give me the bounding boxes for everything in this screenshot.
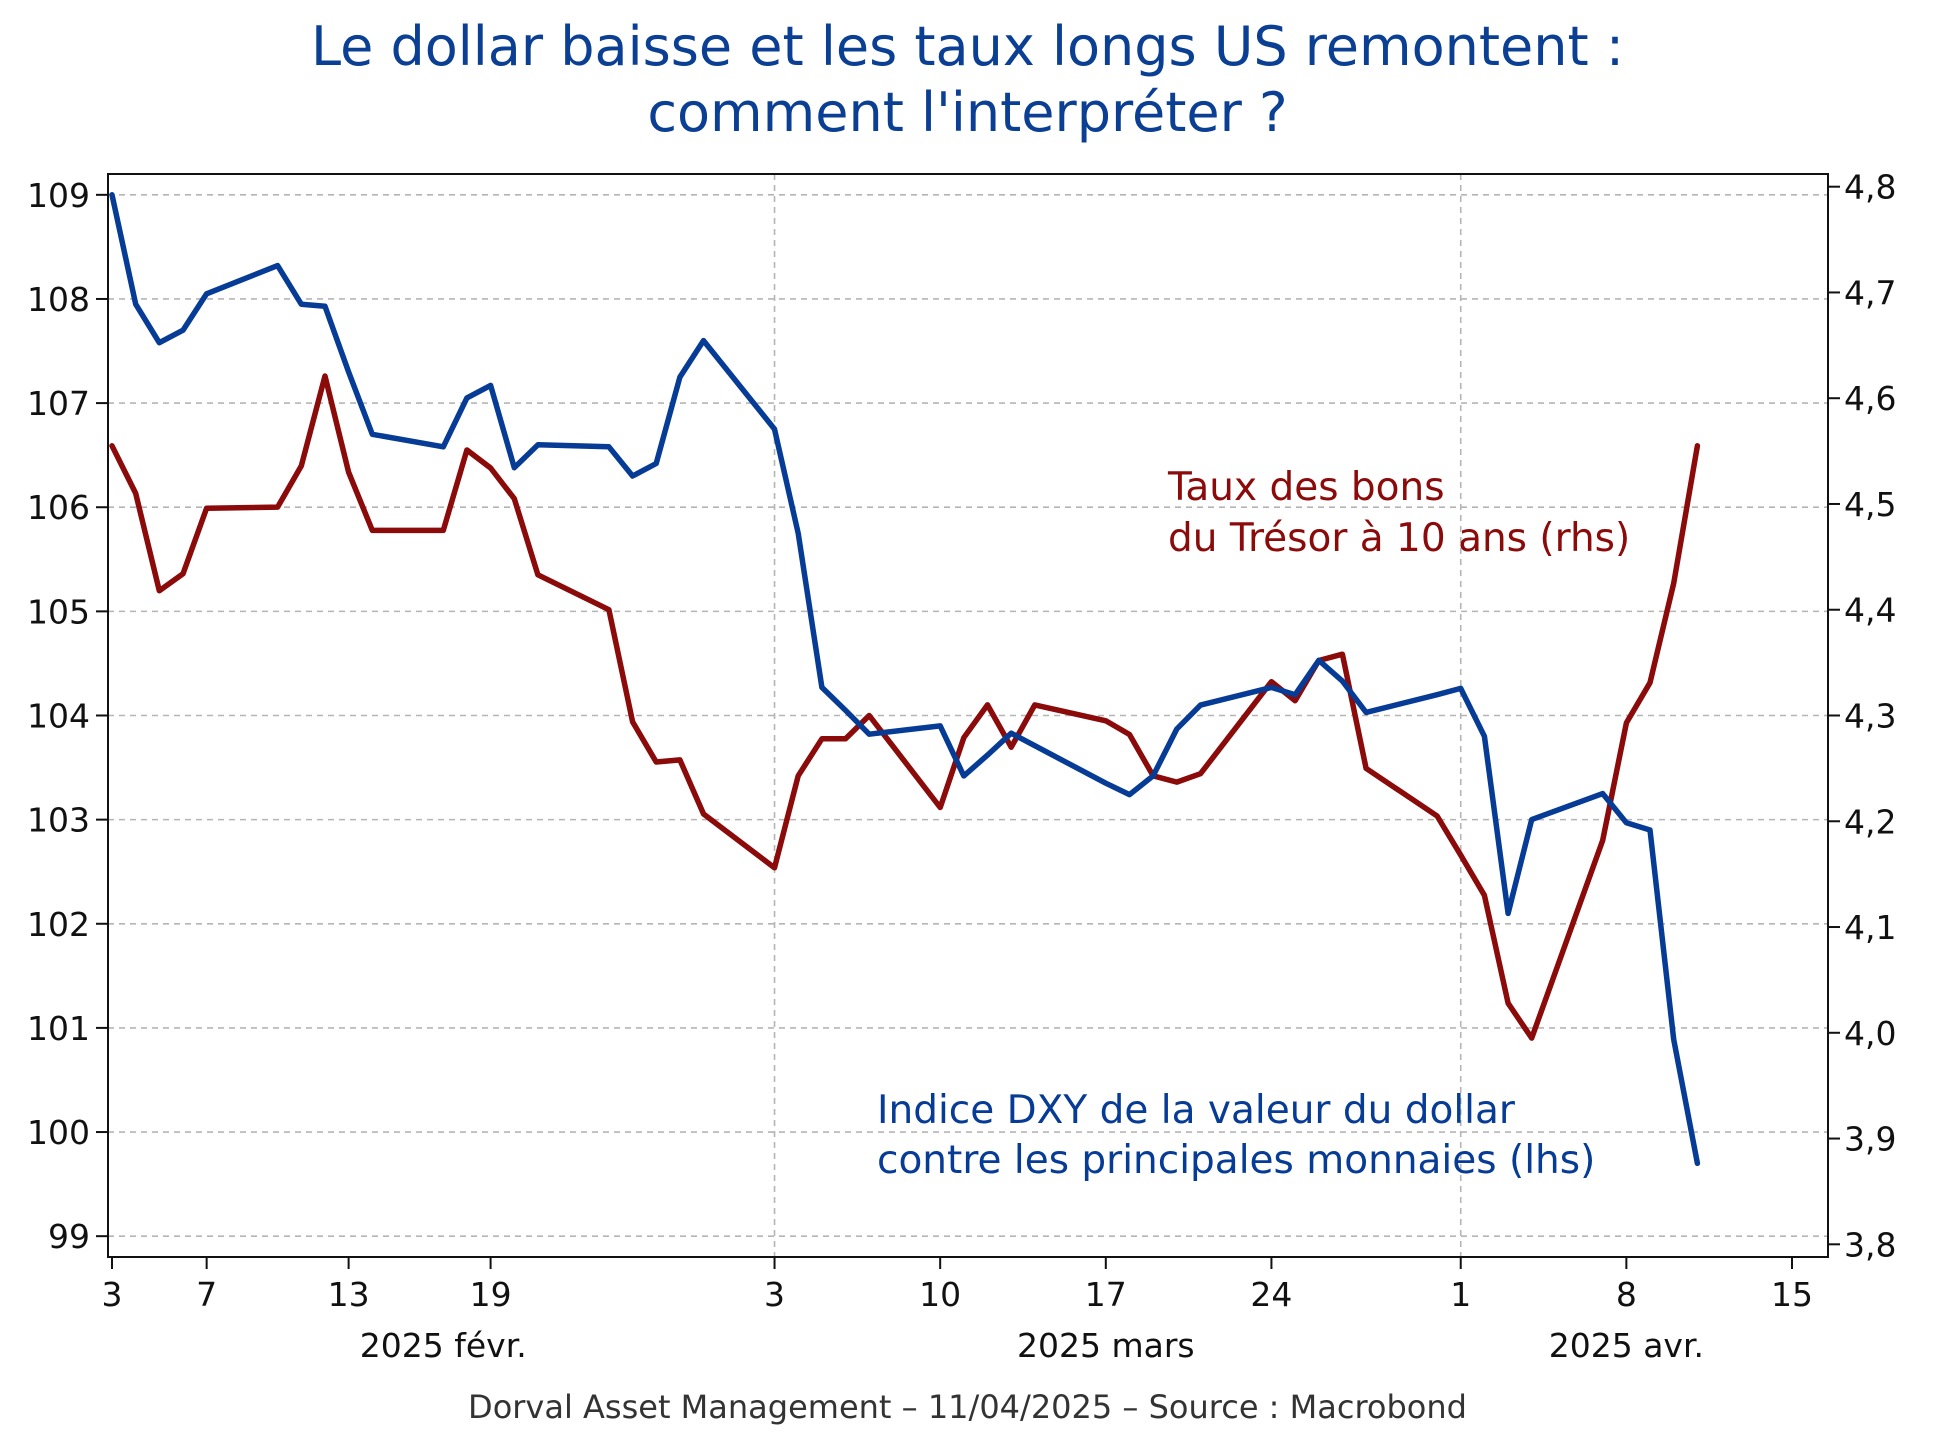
right-tick-label: 4,4 [1844, 591, 1896, 630]
x-month-label: 2025 avr. [1549, 1326, 1704, 1365]
x-tick-label: 10 [919, 1275, 961, 1314]
footer-source: Dorval Asset Management – 11/04/2025 – S… [468, 1388, 1467, 1426]
left-tick-label: 102 [27, 905, 90, 944]
right-y-axis: 4,8 4,7 4,6 4,5 4,4 4,3 4,2 4,1 4,0 3,9 3,8 [1828, 168, 1896, 1264]
x-tick-label: 17 [1085, 1275, 1127, 1314]
right-tick-label: 4,1 [1844, 908, 1896, 947]
left-tick-label: 100 [27, 1113, 90, 1152]
x-tick-label: 3 [764, 1275, 785, 1314]
x-tick-label: 8 [1616, 1275, 1637, 1314]
right-tick-label: 4,6 [1844, 379, 1896, 418]
chart-title-line-2: comment l'interpréter ? [647, 81, 1288, 144]
right-tick-label: 4,2 [1844, 802, 1896, 841]
right-tick-label: 4,7 [1844, 273, 1896, 312]
left-tick-label: 99 [48, 1217, 90, 1256]
x-tick-label: 19 [470, 1275, 512, 1314]
x-month-label: 2025 févr. [360, 1326, 527, 1365]
x-tick-label: 13 [328, 1275, 370, 1314]
left-tick-label: 105 [27, 592, 90, 631]
x-tick-label: 15 [1771, 1275, 1813, 1314]
annotation-rates-line-2: du Trésor à 10 ans (rhs) [1168, 516, 1630, 561]
x-tick-label: 3 [102, 1275, 123, 1314]
chart-title-line-1: Le dollar baisse et les taux longs US re… [310, 15, 1625, 78]
grid-lines [108, 174, 1828, 1257]
left-tick-label: 101 [27, 1009, 90, 1048]
chart-title: Le dollar baisse et les taux longs US re… [0, 14, 1935, 146]
right-tick-label: 4,5 [1844, 485, 1896, 524]
annotation-dxy-line-2: contre les principales monnaies (lhs) [877, 1138, 1595, 1183]
right-tick-label: 3,8 [1844, 1225, 1896, 1264]
left-tick-label: 106 [27, 488, 90, 527]
annotation-rates-line-1: Taux des bons [1167, 465, 1445, 510]
left-tick-label: 104 [27, 697, 90, 736]
left-tick-label: 109 [27, 176, 90, 215]
x-tick-label: 1 [1450, 1275, 1471, 1314]
series-lines [109, 192, 1701, 1167]
series-line-dxy [109, 192, 1701, 1167]
left-tick-label: 108 [27, 280, 90, 319]
series-line-treasury-10y [109, 373, 1701, 1041]
x-axis: 3 7 13 19 3 10 17 24 1 8 15 2025 févr. 2025 mars 2025… [102, 1257, 1813, 1365]
right-tick-label: 4,8 [1844, 168, 1896, 207]
x-tick-label: 24 [1250, 1275, 1292, 1314]
right-tick-label: 4,3 [1844, 697, 1896, 736]
left-tick-label: 107 [27, 384, 90, 423]
right-tick-label: 3,9 [1844, 1120, 1896, 1159]
x-tick-label: 7 [196, 1275, 217, 1314]
left-y-axis: 109 108 107 106 105 104 103 102 101 100 99 [27, 176, 108, 1256]
left-tick-label: 103 [27, 801, 90, 840]
x-month-label: 2025 mars [1017, 1326, 1195, 1365]
right-tick-label: 4,0 [1844, 1014, 1896, 1053]
annotation-dxy-line-1: Indice DXY de la valeur du dollar [877, 1088, 1516, 1133]
